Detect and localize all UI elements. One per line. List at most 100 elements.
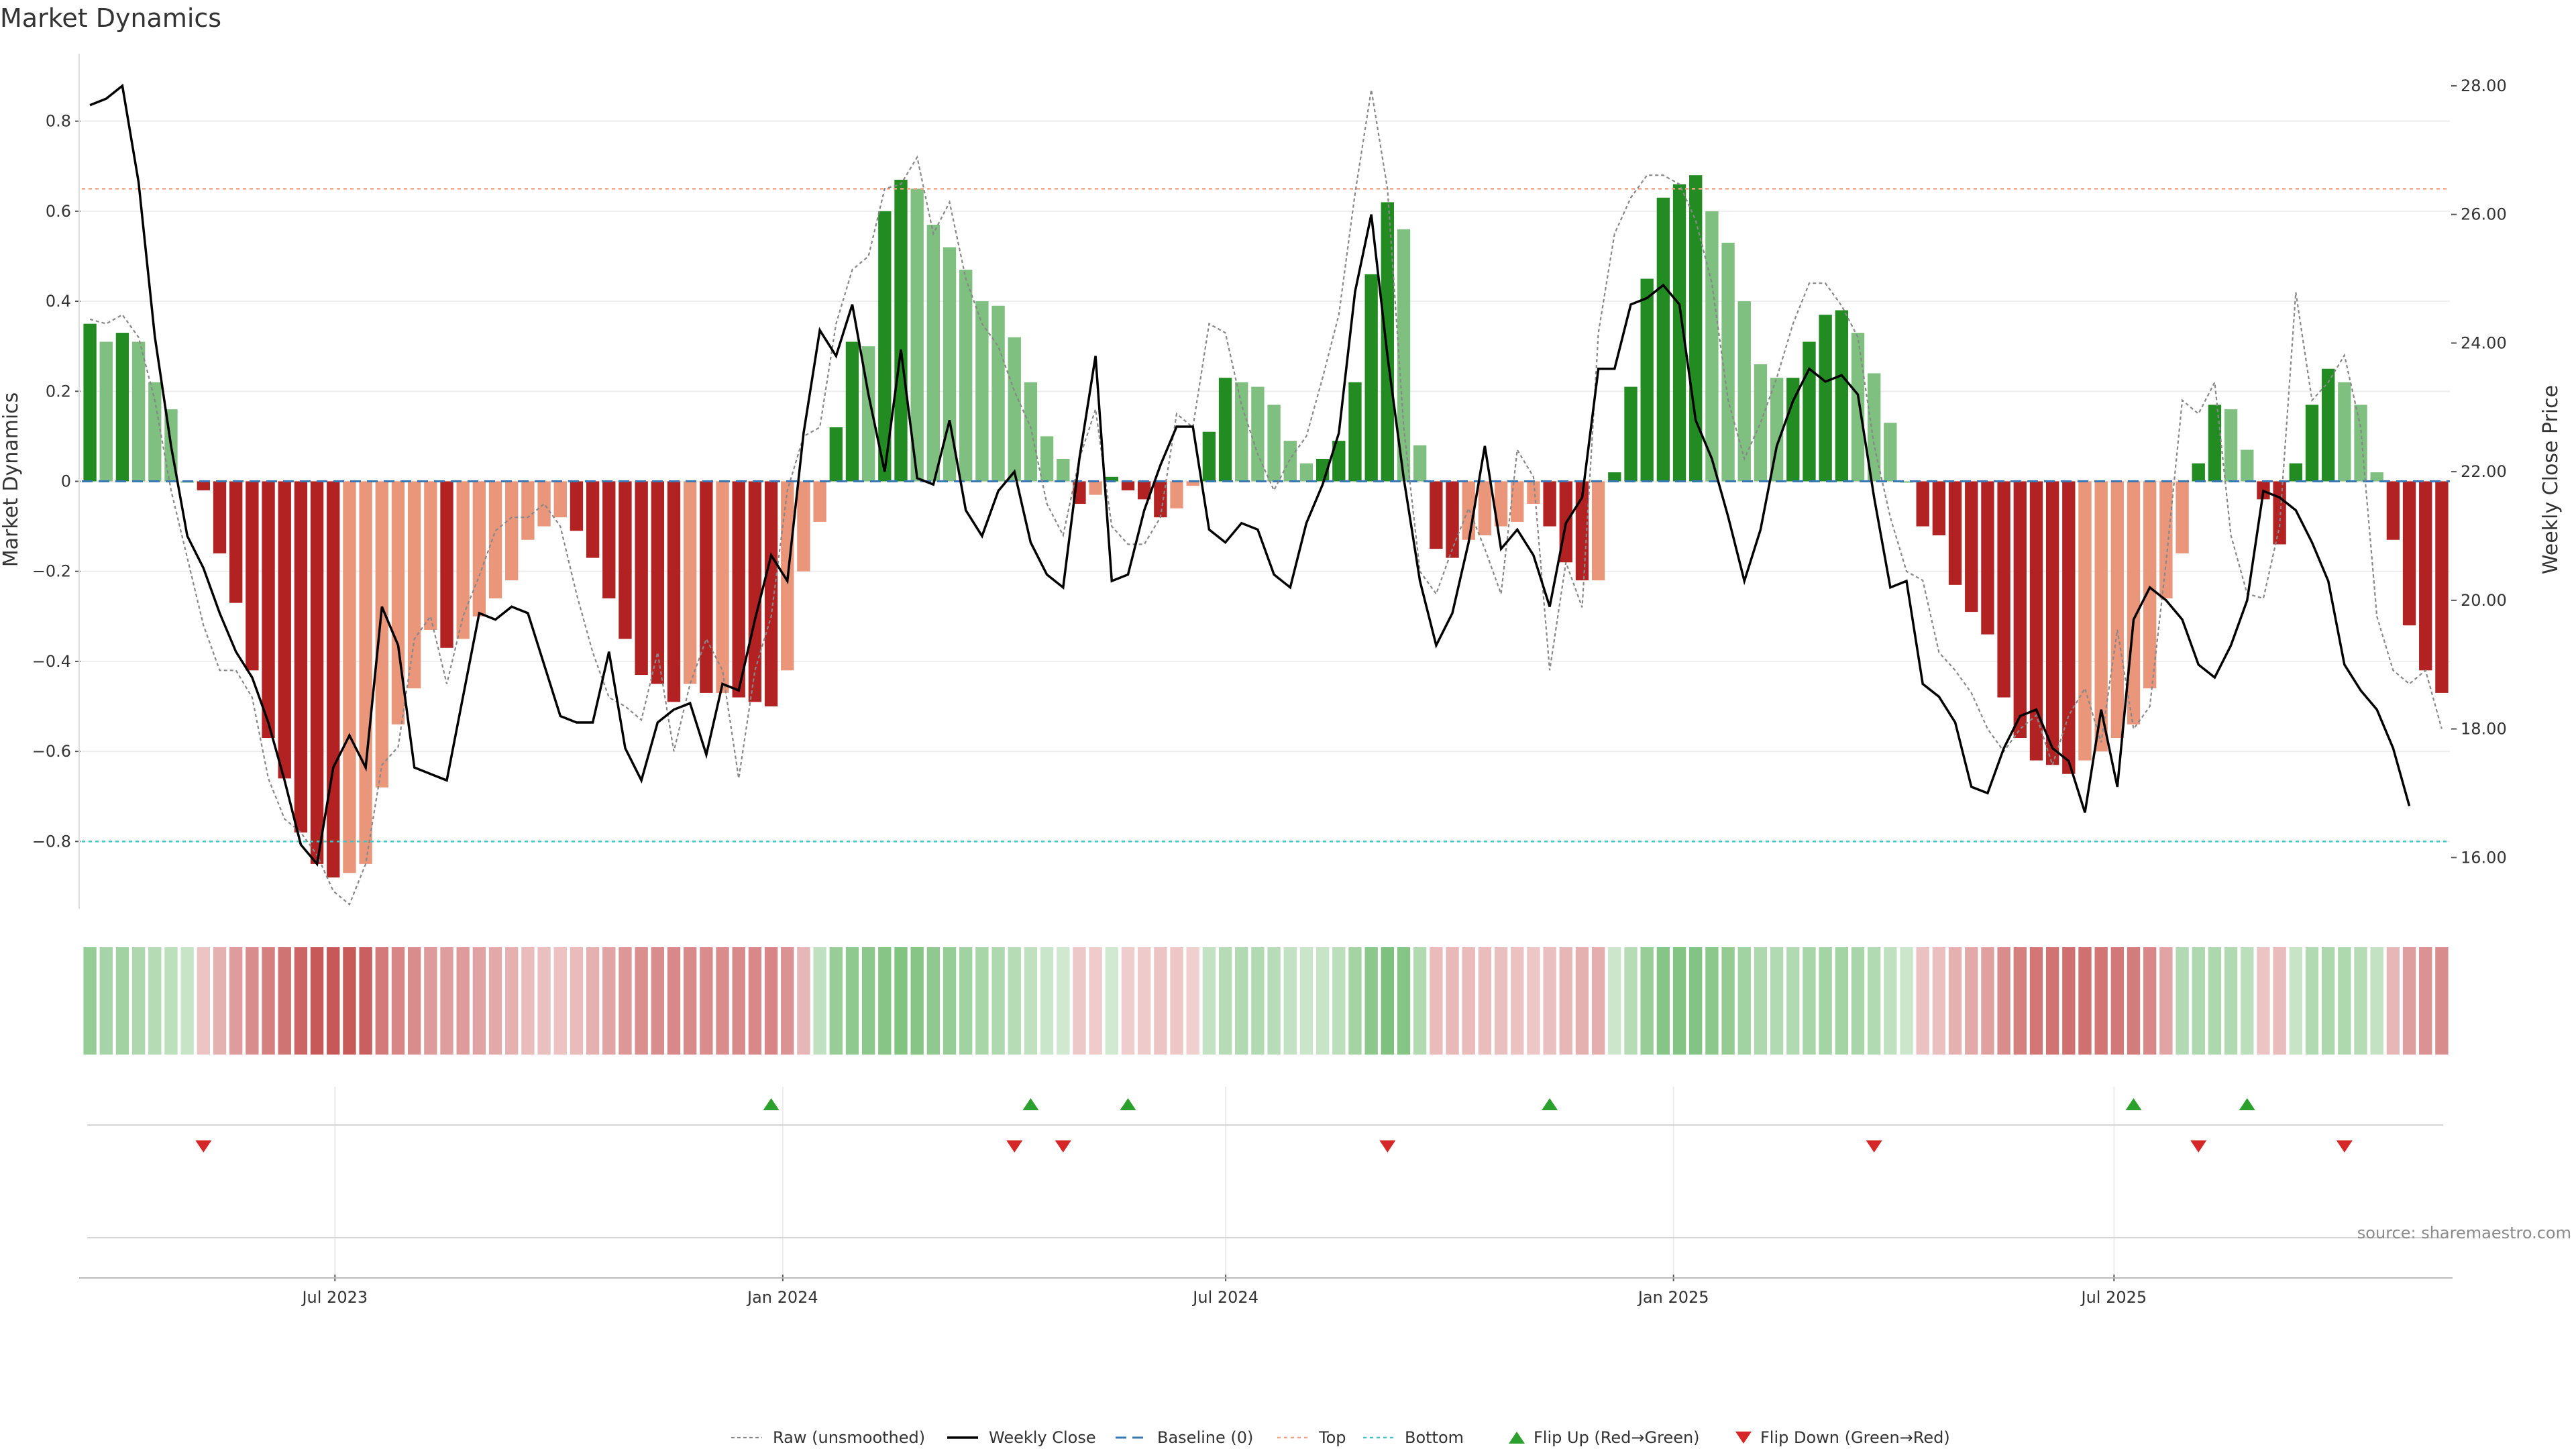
band-cell — [1591, 947, 1605, 1055]
dynamics-bar — [456, 481, 470, 639]
dynamics-bar — [2208, 405, 2222, 482]
dynamics-bar — [684, 481, 697, 684]
dynamics-bar — [1494, 481, 1508, 527]
band-cell — [2045, 947, 2059, 1055]
dynamics-bar — [1624, 386, 1638, 482]
dynamics-bar — [1267, 405, 1281, 482]
band-cell — [456, 947, 470, 1055]
band-cell — [1981, 947, 1994, 1055]
dynamics-bar — [2289, 463, 2302, 482]
dynamics-bar — [1218, 378, 1232, 482]
dynamics-bar — [1737, 301, 1751, 482]
band-cell — [521, 947, 535, 1055]
dynamics-bar — [197, 481, 211, 490]
flip-down-marker — [1866, 1140, 1882, 1152]
dynamics-bar — [1770, 378, 1784, 482]
band-cell — [246, 947, 259, 1055]
dynamics-bar — [1235, 382, 1248, 482]
band-cell — [2338, 947, 2351, 1055]
band-cell — [813, 947, 826, 1055]
dynamics-bar — [716, 481, 729, 693]
dynamics-bar — [2435, 481, 2449, 693]
band-cell — [1737, 947, 1751, 1055]
right-axis-label: Weekly Close Price — [2539, 385, 2563, 574]
dynamics-bar — [424, 481, 437, 630]
band-cell — [1381, 947, 1395, 1055]
dynamics-bar — [83, 323, 97, 482]
dynamics-bar — [1170, 481, 1183, 508]
band-cell — [505, 947, 519, 1055]
band-cell — [2062, 947, 2076, 1055]
band-cell — [878, 947, 892, 1055]
band-cell — [1316, 947, 1330, 1055]
band-cell — [1186, 947, 1199, 1055]
legend-flip-down-icon — [1735, 1432, 1752, 1444]
band-cell — [1430, 947, 1443, 1055]
dynamics-bar — [2321, 368, 2335, 482]
x-tick-label: Jan 2024 — [746, 1288, 818, 1307]
band-cell — [1462, 947, 1475, 1055]
dynamics-bar — [1981, 481, 1994, 635]
band-cell — [1283, 947, 1297, 1055]
band-cell — [1040, 947, 1054, 1055]
legend-flip-up-icon — [1509, 1432, 1525, 1444]
dynamics-bar — [635, 481, 648, 676]
flip-up-marker — [1120, 1098, 1136, 1110]
legend-item: Bottom — [1363, 1428, 1464, 1447]
dynamics-bar — [1835, 310, 1848, 482]
dynamics-bar — [1089, 481, 1102, 495]
band-cell — [424, 947, 437, 1055]
dynamics-bar — [537, 481, 551, 527]
band-cell — [1868, 947, 1881, 1055]
dynamics-bar — [1575, 481, 1589, 581]
flip-down-marker — [2190, 1140, 2207, 1152]
dynamics-bar — [991, 305, 1005, 482]
dynamics-bar — [1154, 481, 1167, 518]
band-cell — [1267, 947, 1281, 1055]
band-cell — [1543, 947, 1556, 1055]
band-cell — [1089, 947, 1102, 1055]
band-cell — [537, 947, 551, 1055]
band-cell — [131, 947, 146, 1055]
flip-up-marker — [763, 1098, 780, 1110]
dynamics-bar — [1900, 481, 1913, 483]
band-cell — [845, 947, 859, 1055]
band-cell — [1559, 947, 1572, 1055]
band-cell — [375, 947, 388, 1055]
band-cell — [1672, 947, 1686, 1055]
dynamics-bar — [1186, 481, 1199, 486]
dynamics-bar — [1997, 481, 2010, 698]
dynamics-bar — [213, 481, 227, 553]
dynamics-bar — [748, 481, 762, 702]
dynamics-bar — [1348, 382, 1362, 482]
band-cell — [553, 947, 567, 1055]
x-tick-label: Jul 2023 — [301, 1288, 368, 1307]
band-cell — [180, 947, 194, 1055]
band-cell — [2127, 947, 2141, 1055]
dynamics-bar — [553, 481, 567, 518]
dynamics-bar — [2062, 481, 2076, 774]
dynamics-bar — [505, 481, 519, 581]
band-cell — [781, 947, 794, 1055]
dynamics-bars — [83, 175, 2449, 878]
dynamics-bar — [1478, 481, 1492, 536]
right-tick-label: 16.00 — [2461, 848, 2507, 867]
dynamics-bar — [375, 481, 388, 788]
dynamics-bar — [148, 382, 162, 482]
dynamics-bar — [878, 211, 892, 482]
band-cell — [2078, 947, 2092, 1055]
dynamics-bar — [959, 270, 973, 482]
dynamics-bar — [586, 481, 600, 558]
dynamics-bar — [2273, 481, 2286, 545]
dynamics-bar — [829, 427, 843, 482]
left-tick-label: 0.6 — [46, 202, 71, 221]
x-tick-label: Jul 2024 — [1191, 1288, 1258, 1307]
dynamics-bar — [278, 481, 291, 779]
dynamics-bar — [910, 189, 924, 482]
dynamics-bar — [1705, 211, 1719, 482]
dynamics-bar — [2094, 481, 2108, 752]
dynamics-bar — [1786, 378, 1800, 482]
band-cell — [910, 947, 924, 1055]
flip-up-marker — [1022, 1098, 1039, 1110]
